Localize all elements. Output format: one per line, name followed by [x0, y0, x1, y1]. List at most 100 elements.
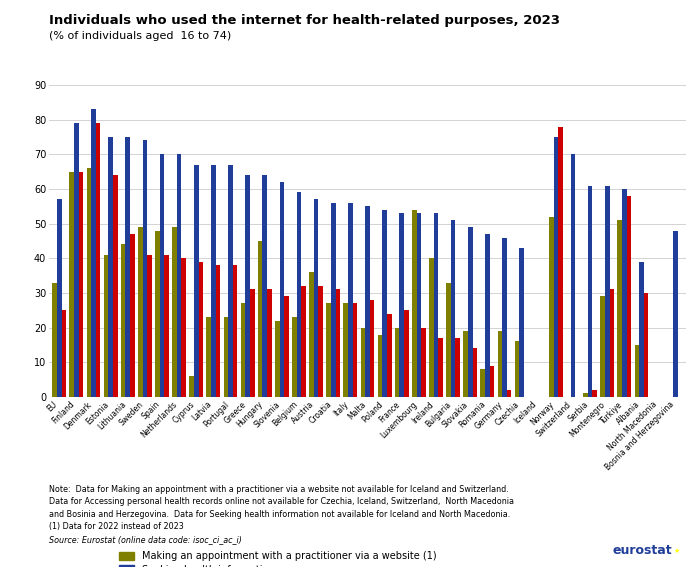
Bar: [463, 331, 468, 397]
Text: (1) Data for 2022 instead of 2023: (1) Data for 2022 instead of 2023: [49, 522, 183, 531]
Bar: [258, 241, 262, 397]
Bar: [250, 290, 255, 397]
Bar: [262, 175, 267, 397]
Bar: [456, 338, 460, 397]
Bar: [370, 300, 374, 397]
Bar: [588, 185, 592, 397]
Bar: [108, 137, 113, 397]
Bar: [331, 203, 335, 397]
Bar: [211, 165, 216, 397]
Bar: [62, 310, 66, 397]
Text: and Bosinia and Herzegovina.  Data for Seeking health information not available : and Bosinia and Herzegovina. Data for Se…: [49, 510, 510, 519]
Bar: [104, 255, 108, 397]
Bar: [348, 203, 353, 397]
Bar: [52, 282, 57, 397]
Bar: [279, 182, 284, 397]
Bar: [395, 328, 400, 397]
Bar: [155, 231, 160, 397]
Bar: [429, 259, 434, 397]
Bar: [502, 238, 507, 397]
Bar: [485, 234, 490, 397]
Bar: [309, 272, 314, 397]
Bar: [400, 213, 404, 397]
Bar: [610, 290, 614, 397]
Bar: [365, 206, 370, 397]
Bar: [416, 213, 421, 397]
Bar: [233, 265, 237, 397]
Text: (% of individuals aged  16 to 74): (% of individuals aged 16 to 74): [49, 31, 231, 41]
Legend: Making an appointment with a practitioner via a website (1), Seeking health info: Making an appointment with a practitione…: [116, 548, 439, 567]
Bar: [617, 220, 622, 397]
Bar: [583, 393, 588, 397]
Bar: [378, 335, 382, 397]
Bar: [468, 227, 472, 397]
Bar: [314, 200, 318, 397]
Bar: [216, 265, 220, 397]
Bar: [125, 137, 130, 397]
Bar: [121, 244, 125, 397]
Bar: [490, 366, 494, 397]
Bar: [87, 168, 91, 397]
Bar: [160, 154, 164, 397]
Bar: [451, 220, 456, 397]
Bar: [480, 369, 485, 397]
Text: Data for Accessing personal health records online not available for Czechia, Ice: Data for Accessing personal health recor…: [49, 497, 514, 506]
Bar: [634, 345, 639, 397]
Bar: [404, 310, 409, 397]
Bar: [292, 317, 297, 397]
Bar: [639, 262, 644, 397]
Bar: [130, 234, 134, 397]
Bar: [335, 290, 340, 397]
Bar: [241, 303, 245, 397]
Bar: [558, 126, 563, 397]
Text: Individuals who used the internet for health-related purposes, 2023: Individuals who used the internet for he…: [49, 14, 560, 27]
Bar: [245, 175, 250, 397]
Bar: [412, 210, 416, 397]
Bar: [626, 196, 631, 397]
Bar: [446, 282, 451, 397]
Bar: [267, 290, 272, 397]
Bar: [194, 165, 199, 397]
Text: eurostat: eurostat: [612, 544, 672, 557]
Bar: [438, 338, 443, 397]
Bar: [164, 255, 169, 397]
Bar: [172, 227, 177, 397]
Bar: [353, 303, 357, 397]
Bar: [275, 321, 279, 397]
Text: ★: ★: [674, 548, 680, 553]
Bar: [206, 317, 211, 397]
Bar: [138, 227, 143, 397]
Bar: [360, 328, 365, 397]
Bar: [301, 286, 306, 397]
Text: Note:  Data for Making an appointment with a practitioner via a website not avai: Note: Data for Making an appointment wit…: [49, 485, 509, 494]
Bar: [473, 348, 477, 397]
Bar: [673, 231, 678, 397]
Bar: [284, 297, 289, 397]
Bar: [147, 255, 152, 397]
Bar: [177, 154, 181, 397]
Bar: [228, 165, 233, 397]
Bar: [570, 154, 575, 397]
Bar: [644, 293, 648, 397]
Bar: [434, 213, 438, 397]
Bar: [514, 341, 519, 397]
Text: Source: Eurostat (online data code: isoc_ci_ac_i): Source: Eurostat (online data code: isoc…: [49, 535, 242, 544]
Bar: [297, 192, 301, 397]
Bar: [189, 376, 194, 397]
Bar: [57, 200, 62, 397]
Bar: [69, 172, 74, 397]
Bar: [622, 189, 626, 397]
Bar: [605, 185, 610, 397]
Bar: [223, 317, 228, 397]
Bar: [554, 137, 558, 397]
Bar: [74, 123, 78, 397]
Bar: [498, 331, 502, 397]
Bar: [421, 328, 426, 397]
Bar: [91, 109, 96, 397]
Bar: [592, 390, 597, 397]
Bar: [549, 217, 554, 397]
Bar: [387, 314, 391, 397]
Bar: [78, 172, 83, 397]
Bar: [382, 210, 387, 397]
Bar: [326, 303, 331, 397]
